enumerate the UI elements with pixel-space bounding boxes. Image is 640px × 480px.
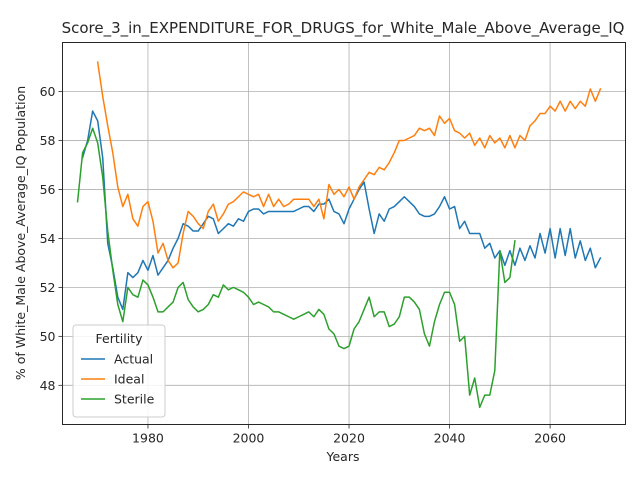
axis-ticks: 1980 2000 2020 2040 2060 48 50 52 54 56 58 60 (40, 84, 566, 446)
x-tick-label: 2020 (333, 431, 365, 446)
x-tick-label: 1980 (132, 431, 164, 446)
y-axis-label: % of White_Male Above_Average_IQ Populat… (13, 86, 28, 380)
x-tick-label: 2040 (434, 431, 466, 446)
legend-title: Fertility (96, 331, 144, 346)
chart-title: Score_3_in_EXPENDITURE_FOR_DRUGS_for_Whi… (62, 19, 625, 38)
x-tick-label: 2000 (233, 431, 265, 446)
y-tick-label: 58 (40, 133, 56, 148)
y-tick-label: 52 (40, 280, 56, 295)
y-tick-label: 54 (40, 231, 56, 246)
x-tick-label: 2060 (534, 431, 566, 446)
y-tick-label: 48 (40, 378, 56, 393)
series-line-ideal (96, 61, 602, 269)
legend: Fertility Actual Ideal Sterile (72, 324, 166, 418)
x-axis-label: Years (326, 449, 360, 464)
legend-label-ideal: Ideal (114, 372, 144, 387)
y-tick-label: 56 (40, 182, 56, 197)
series-line-actual (81, 110, 602, 311)
legend-box (72, 324, 166, 418)
series-lines (76, 61, 602, 409)
y-tick-label: 60 (40, 84, 56, 99)
legend-label-sterile: Sterile (114, 392, 155, 407)
y-tick-label: 50 (40, 329, 56, 344)
series-line-sterile (76, 127, 516, 409)
legend-label-actual: Actual (114, 352, 153, 367)
plot-frame (62, 42, 626, 425)
